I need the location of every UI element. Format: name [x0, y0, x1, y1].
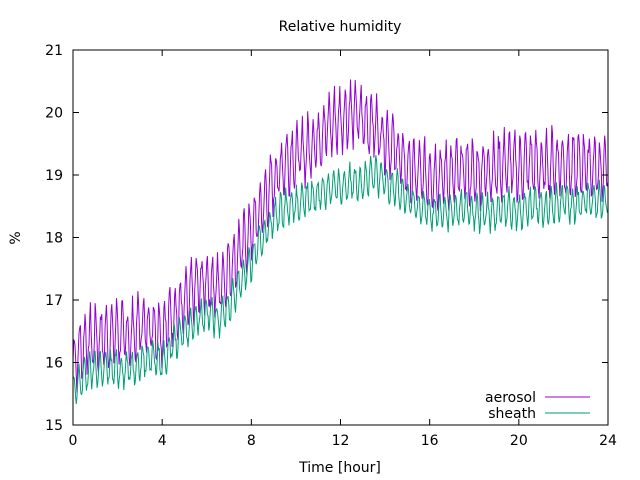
y-tick-label: 15: [45, 418, 63, 434]
y-tick-label: 16: [45, 356, 63, 372]
x-tick-label: 20: [510, 433, 528, 449]
series-line-sheath: [72, 155, 609, 405]
legend-label-aerosol: aerosol: [485, 390, 536, 406]
y-tick-label: 21: [45, 43, 63, 59]
plot-lines: [72, 79, 609, 405]
y-tick-label: 20: [45, 106, 63, 122]
x-axis-label: Time [hour]: [298, 460, 381, 476]
x-tick-label: 8: [247, 433, 256, 449]
y-axis-ticks: 15 16 17 18 19 20 21: [45, 43, 608, 434]
x-tick-label: 12: [332, 433, 350, 449]
y-tick-label: 18: [45, 231, 63, 247]
chart-title: Relative humidity: [279, 19, 402, 35]
y-tick-label: 17: [45, 293, 63, 309]
x-tick-label: 4: [158, 433, 167, 449]
y-tick-label: 19: [45, 168, 63, 184]
y-axis-label: %: [8, 231, 24, 244]
x-tick-label: 24: [599, 433, 617, 449]
x-tick-label: 16: [421, 433, 439, 449]
legend-label-sheath: sheath: [488, 406, 536, 422]
x-axis-ticks: 0 4 8 12 16 20 24: [69, 50, 617, 449]
x-tick-label: 0: [69, 433, 78, 449]
